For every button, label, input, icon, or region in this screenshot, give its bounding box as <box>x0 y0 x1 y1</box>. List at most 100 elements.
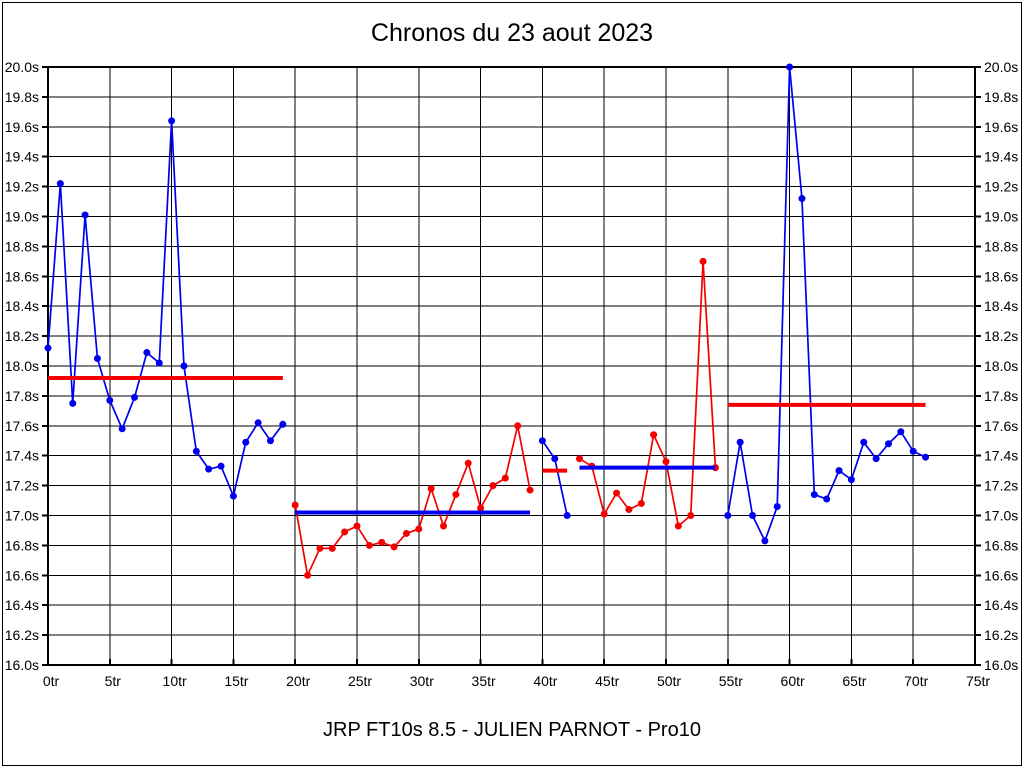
data-point <box>316 544 324 552</box>
data-point <box>736 438 744 446</box>
data-point <box>847 476 855 484</box>
data-point <box>749 512 757 519</box>
data-point <box>650 431 658 439</box>
y-axis-label-right: 17.8s <box>984 388 1018 404</box>
y-axis-label-right: 17.4s <box>984 448 1018 464</box>
x-axis-label: 15tr <box>224 673 248 689</box>
data-point <box>464 459 472 467</box>
y-axis-label-left: 16.0s <box>5 657 39 673</box>
x-axis-label: 75tr <box>966 673 990 689</box>
data-point <box>835 467 843 475</box>
y-axis-label-right: 20.0s <box>984 59 1018 75</box>
data-point <box>872 455 880 463</box>
data-point <box>155 359 163 367</box>
data-point <box>501 474 509 482</box>
data-point <box>328 544 336 552</box>
data-point <box>922 453 930 461</box>
data-point <box>823 495 831 503</box>
data-point <box>390 543 398 551</box>
data-point <box>662 458 670 466</box>
y-axis-label-left: 16.2s <box>5 627 39 643</box>
data-point <box>909 447 917 455</box>
y-axis-label-right: 19.8s <box>984 89 1018 105</box>
y-axis-label-left: 18.4s <box>5 298 39 314</box>
data-point <box>724 512 732 519</box>
data-point <box>131 393 139 401</box>
x-axis-label: 0tr <box>43 673 60 689</box>
y-axis-label-right: 18.6s <box>984 268 1018 284</box>
y-axis-label-right: 18.0s <box>984 358 1018 374</box>
y-axis-label-right: 16.2s <box>984 627 1018 643</box>
y-axis-label-right: 19.6s <box>984 119 1018 135</box>
data-point <box>341 528 349 536</box>
data-point <box>477 504 485 512</box>
data-point <box>279 420 287 428</box>
series-laps-red-segment-1 <box>291 422 534 579</box>
y-axis-label-right: 18.8s <box>984 238 1018 254</box>
y-axis-label-left: 20.0s <box>5 59 39 75</box>
y-axis-label-left: 16.4s <box>5 597 39 613</box>
y-axis-label-right: 16.6s <box>984 567 1018 583</box>
data-point <box>93 355 101 363</box>
data-point <box>254 419 262 427</box>
x-axis-label: 65tr <box>842 673 866 689</box>
data-point <box>229 492 237 500</box>
x-axis-label: 10tr <box>163 673 187 689</box>
data-point <box>143 349 151 357</box>
data-point <box>402 529 410 537</box>
data-point <box>168 117 176 125</box>
chart-title: Chronos du 23 aout 2023 <box>370 19 654 47</box>
x-axis-label: 30tr <box>410 673 434 689</box>
x-axis-label: 60tr <box>781 673 805 689</box>
y-axis-label-left: 17.6s <box>5 418 39 434</box>
data-point <box>884 440 892 448</box>
x-axis-label: 35tr <box>472 673 496 689</box>
data-point <box>180 362 188 370</box>
y-axis-label-left: 19.0s <box>5 209 39 225</box>
data-point <box>600 510 608 518</box>
y-axis-label-left: 17.0s <box>5 508 39 524</box>
y-axis-label-left: 19.8s <box>5 89 39 105</box>
data-point <box>613 489 621 497</box>
y-axis-label-right: 19.4s <box>984 149 1018 165</box>
data-point <box>304 571 312 579</box>
data-point <box>266 437 274 445</box>
data-point <box>440 522 448 530</box>
axis-labels: 20.0s 20.0s 19.8s 19.8s 19.6s 19.6s 19.4s 19.4s… <box>5 59 1019 689</box>
series-laps-red-segment-2 <box>575 257 719 530</box>
data-point <box>674 522 682 530</box>
data-point <box>514 422 522 430</box>
y-axis-label-left: 19.4s <box>5 149 39 165</box>
x-axis-label: 25tr <box>348 673 372 689</box>
y-axis-label-left: 18.8s <box>5 238 39 254</box>
data-point <box>192 447 200 455</box>
data-point <box>378 538 386 546</box>
axis-ticks <box>42 66 981 666</box>
data-point <box>637 500 645 508</box>
y-axis-label-right: 18.2s <box>984 328 1018 344</box>
data-point <box>44 344 52 352</box>
data-point <box>56 180 64 188</box>
data-point <box>217 462 225 470</box>
y-axis-label-right: 17.2s <box>984 478 1018 494</box>
data-point <box>699 257 707 265</box>
x-axis-label: 45tr <box>595 673 619 689</box>
data-point <box>242 438 250 446</box>
data-point <box>575 455 583 463</box>
x-axis-label: 50tr <box>657 673 681 689</box>
series-laps-blue-segment-2 <box>538 437 571 519</box>
data-point <box>415 525 423 533</box>
data-point <box>773 503 781 511</box>
data-point <box>563 512 571 519</box>
data-point <box>687 512 695 519</box>
data-point <box>452 491 460 499</box>
y-axis-label-right: 16.4s <box>984 597 1018 613</box>
y-axis-label-left: 18.0s <box>5 358 39 374</box>
y-axis-label-left: 17.2s <box>5 478 39 494</box>
y-axis-label-right: 19.2s <box>984 179 1018 195</box>
chart-footer: JRP FT10s 8.5 - JULIEN PARNOT - Pro10 <box>323 719 701 741</box>
data-point <box>118 425 126 433</box>
y-axis-label-left: 19.2s <box>5 179 39 195</box>
data-point <box>798 195 806 203</box>
